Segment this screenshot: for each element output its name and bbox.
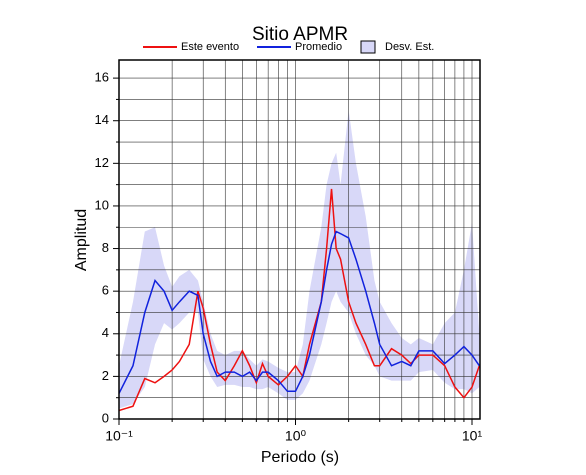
std-band bbox=[119, 110, 480, 409]
y-axis-label: Amplitud bbox=[73, 209, 90, 271]
y-tick-label: 8 bbox=[102, 240, 109, 255]
x-axis-label: Periodo (s) bbox=[261, 449, 339, 466]
y-tick-label: 12 bbox=[95, 155, 109, 170]
x-tick-label: 10⁻¹ bbox=[105, 428, 133, 444]
legend-label: Desv. Est. bbox=[385, 41, 434, 53]
legend-swatch bbox=[360, 40, 376, 54]
x-tick-label: 10⁰ bbox=[285, 428, 307, 444]
legend-label: Promedio bbox=[295, 41, 342, 53]
chart-title: Sitio APMR bbox=[252, 24, 348, 45]
y-tick-label: 0 bbox=[102, 410, 109, 425]
legend-label: Este evento bbox=[181, 41, 239, 53]
y-tick-label: 2 bbox=[102, 368, 109, 383]
y-tick-label: 10 bbox=[95, 197, 109, 212]
y-tick-label: 16 bbox=[95, 70, 109, 85]
series-line bbox=[118, 188, 481, 412]
series-line bbox=[118, 230, 480, 394]
plot-frame bbox=[118, 59, 481, 420]
y-tick-label: 4 bbox=[102, 325, 109, 340]
y-tick-label: 14 bbox=[95, 112, 109, 127]
y-tick-label: 6 bbox=[102, 283, 109, 298]
x-tick-label: 10¹ bbox=[462, 428, 483, 444]
